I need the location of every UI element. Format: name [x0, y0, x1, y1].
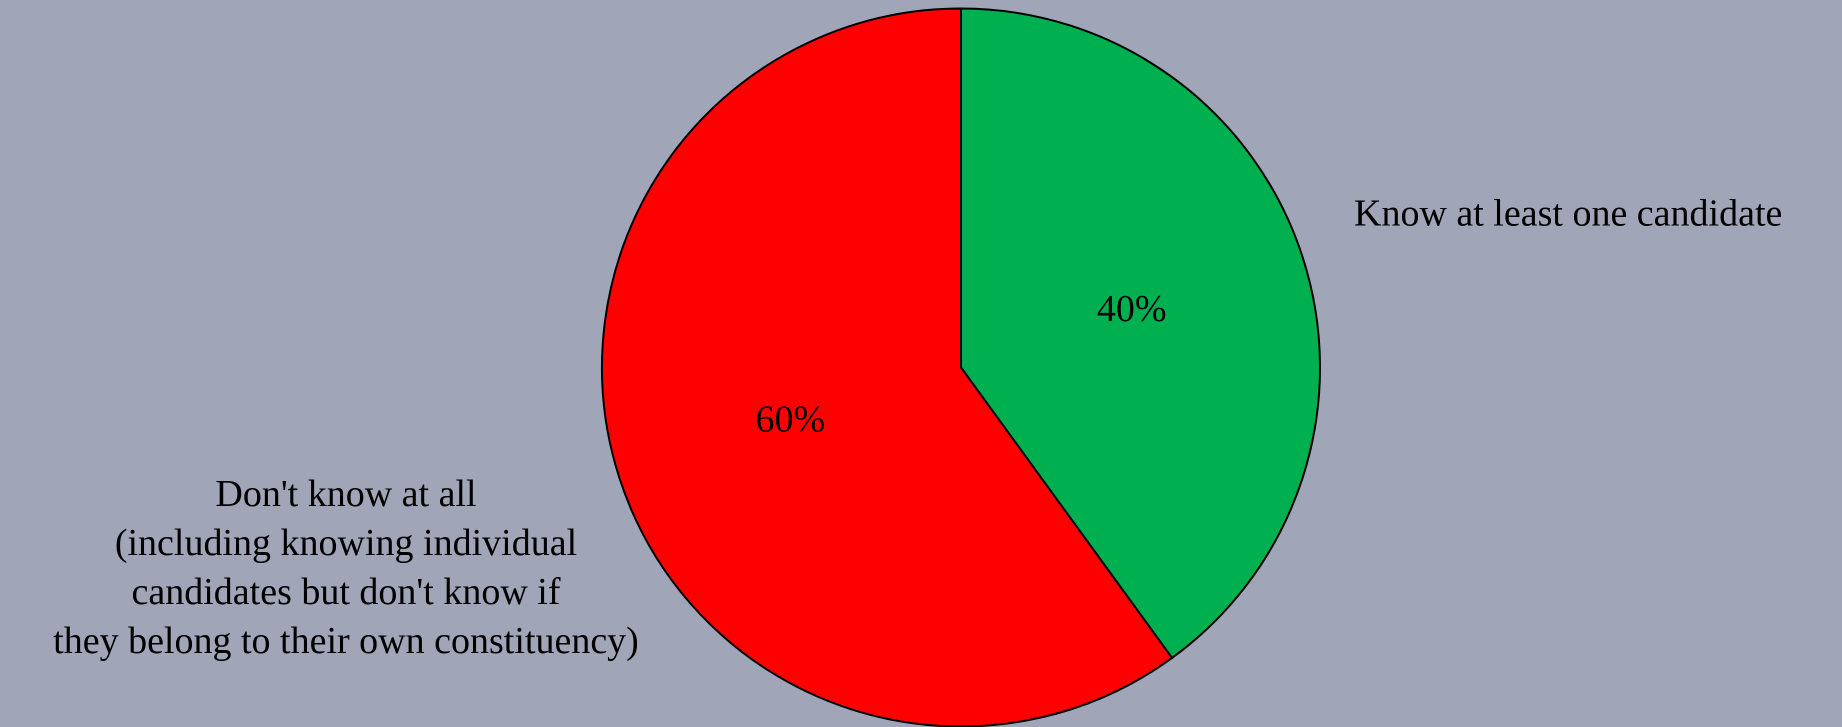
- data-label: 40%: [1097, 288, 1167, 330]
- category-label: Know at least one candidate: [1354, 193, 1782, 235]
- category-label: Don't know at all (including knowing indi…: [53, 473, 639, 662]
- pie-slice: [960, 7, 1321, 660]
- pie-slice: [601, 7, 1174, 727]
- data-label: 60%: [755, 399, 825, 441]
